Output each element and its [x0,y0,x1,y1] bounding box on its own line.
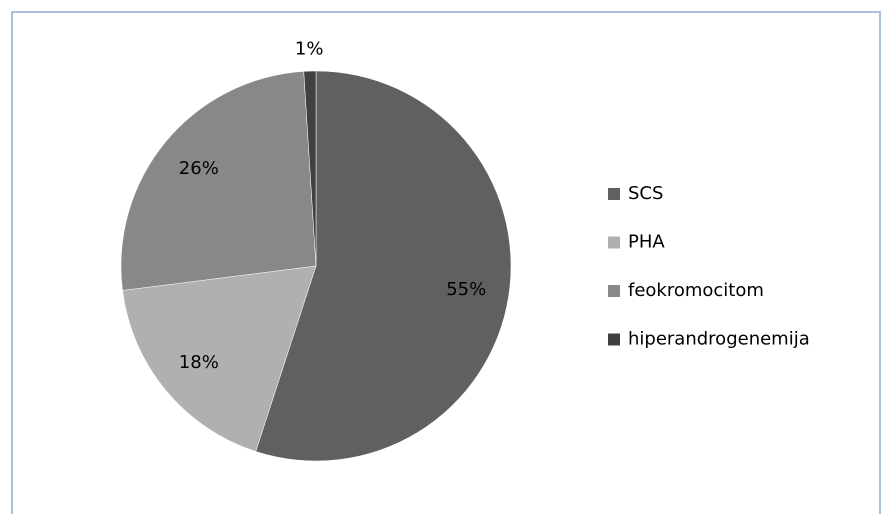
data-label: 1% [295,39,324,60]
legend-label: feokromocitom [628,280,764,301]
data-label: 55% [446,279,486,300]
legend-swatch [608,236,620,249]
pie-slice [255,70,512,462]
legend-label: PHA [628,232,665,253]
pie-slice [122,265,317,452]
legend-swatch [608,285,620,297]
data-label: 18% [179,352,219,373]
pie-slice [120,71,317,291]
legend-label: SCS [628,183,663,204]
data-label: 26% [179,158,219,179]
legend-swatch [608,188,620,200]
legend-swatch [608,333,620,346]
legend-label: hiperandrogenemija [628,329,810,350]
pie-slice [303,70,317,267]
